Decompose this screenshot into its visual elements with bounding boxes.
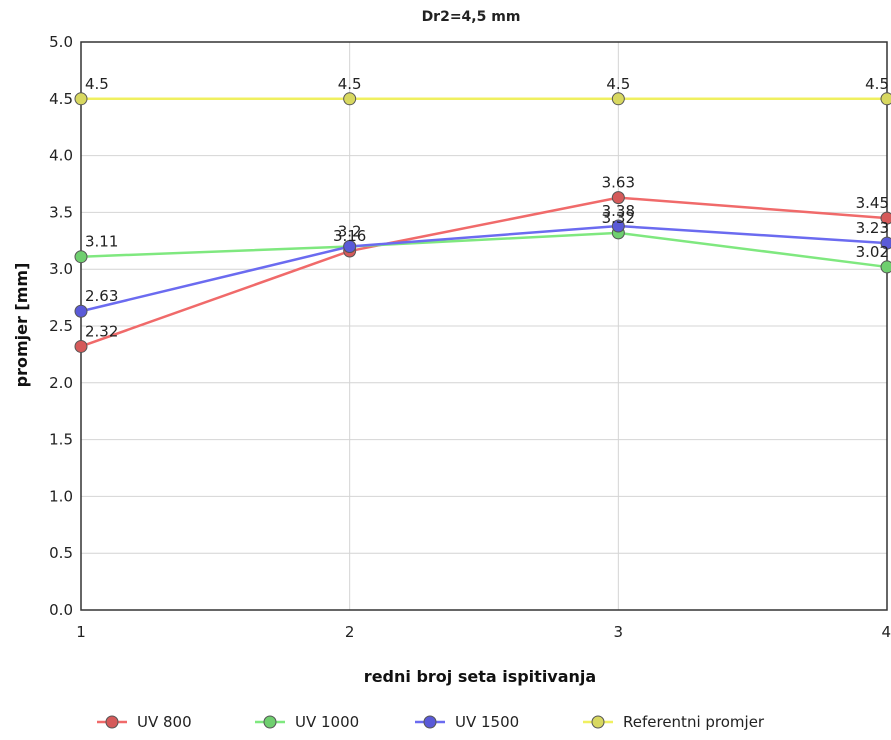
data-label: 3.2 (338, 222, 362, 240)
y-tick-label: 0.0 (49, 601, 73, 619)
data-point (74, 250, 88, 264)
legend-label: UV 1500 (455, 713, 519, 731)
data-label: 3.16 (333, 227, 366, 245)
x-tick-label: 3 (614, 623, 624, 641)
x-tick-labels: 1 2 3 4 (76, 623, 891, 641)
x-tick-label: 2 (345, 623, 355, 641)
data-point (74, 304, 88, 318)
data-point (880, 260, 891, 274)
series-line (80, 196, 888, 348)
legend-marker (263, 715, 277, 729)
data-label: 4.5 (606, 75, 630, 93)
y-tick-label: 2.5 (49, 317, 73, 335)
chart-title: Dr2=4,5 mm (422, 9, 521, 25)
data-point (880, 211, 891, 225)
y-tick-label: 3.0 (49, 260, 73, 278)
data-point (74, 339, 88, 353)
data-label: 4.5 (338, 75, 362, 93)
y-tick-label: 1.5 (49, 431, 73, 449)
data-label: 3.63 (602, 174, 635, 192)
data-point (343, 239, 357, 253)
legend-marker (591, 715, 605, 729)
data-label: 2.32 (85, 322, 118, 340)
data-label: 3.38 (602, 202, 635, 220)
x-tick-label: 4 (881, 623, 891, 641)
legend-label: UV 1000 (295, 713, 359, 731)
series-layer (74, 92, 891, 353)
data-label: 3.11 (85, 233, 118, 251)
data-point (74, 92, 88, 106)
legend-marker (423, 715, 437, 729)
data-point (611, 191, 625, 205)
data-point (880, 236, 891, 250)
legend-marker (105, 715, 119, 729)
data-point (611, 92, 625, 106)
axes (80, 41, 888, 611)
x-axis-title: redni broj seta ispitivanja (364, 667, 596, 686)
data-label: 3.32 (602, 209, 635, 227)
plot-frame (80, 41, 888, 611)
y-axis-title: promjer [mm] (12, 263, 31, 388)
y-tick-label: 0.5 (49, 544, 73, 562)
data-label: 2.63 (85, 287, 118, 305)
y-tick-label: 5.0 (49, 33, 73, 51)
legend: UV 800 UV 1000 UV 1500 Referentni promjer (97, 713, 765, 731)
data-label: 3.02 (856, 243, 889, 261)
y-tick-label: 1.0 (49, 487, 73, 505)
y-tick-label: 4.5 (49, 90, 73, 108)
data-label: 4.5 (85, 75, 109, 93)
x-tick-label: 1 (76, 623, 86, 641)
data-labels: 2.32 3.16 3.63 3.45 3.11 3.2 3.32 3.02 2.63 3.38 3… (85, 75, 889, 341)
data-label: 3.45 (856, 194, 889, 212)
data-label: 3.23 (856, 219, 889, 237)
legend-label: Referentni promjer (623, 713, 765, 731)
y-tick-label: 4.0 (49, 147, 73, 165)
data-point (611, 219, 625, 233)
data-point (880, 92, 891, 106)
data-label: 4.5 (865, 75, 889, 93)
series-line (80, 224, 888, 313)
data-point (343, 92, 357, 106)
legend-label: UV 800 (137, 713, 192, 731)
y-tick-label: 2.0 (49, 374, 73, 392)
y-tick-labels: 0.0 0.5 1.0 1.5 2.0 2.5 3.0 3.5 4.0 4.5 5.0 (49, 33, 73, 619)
grid (80, 41, 888, 611)
series-line (80, 231, 888, 269)
y-tick-label: 3.5 (49, 203, 73, 221)
